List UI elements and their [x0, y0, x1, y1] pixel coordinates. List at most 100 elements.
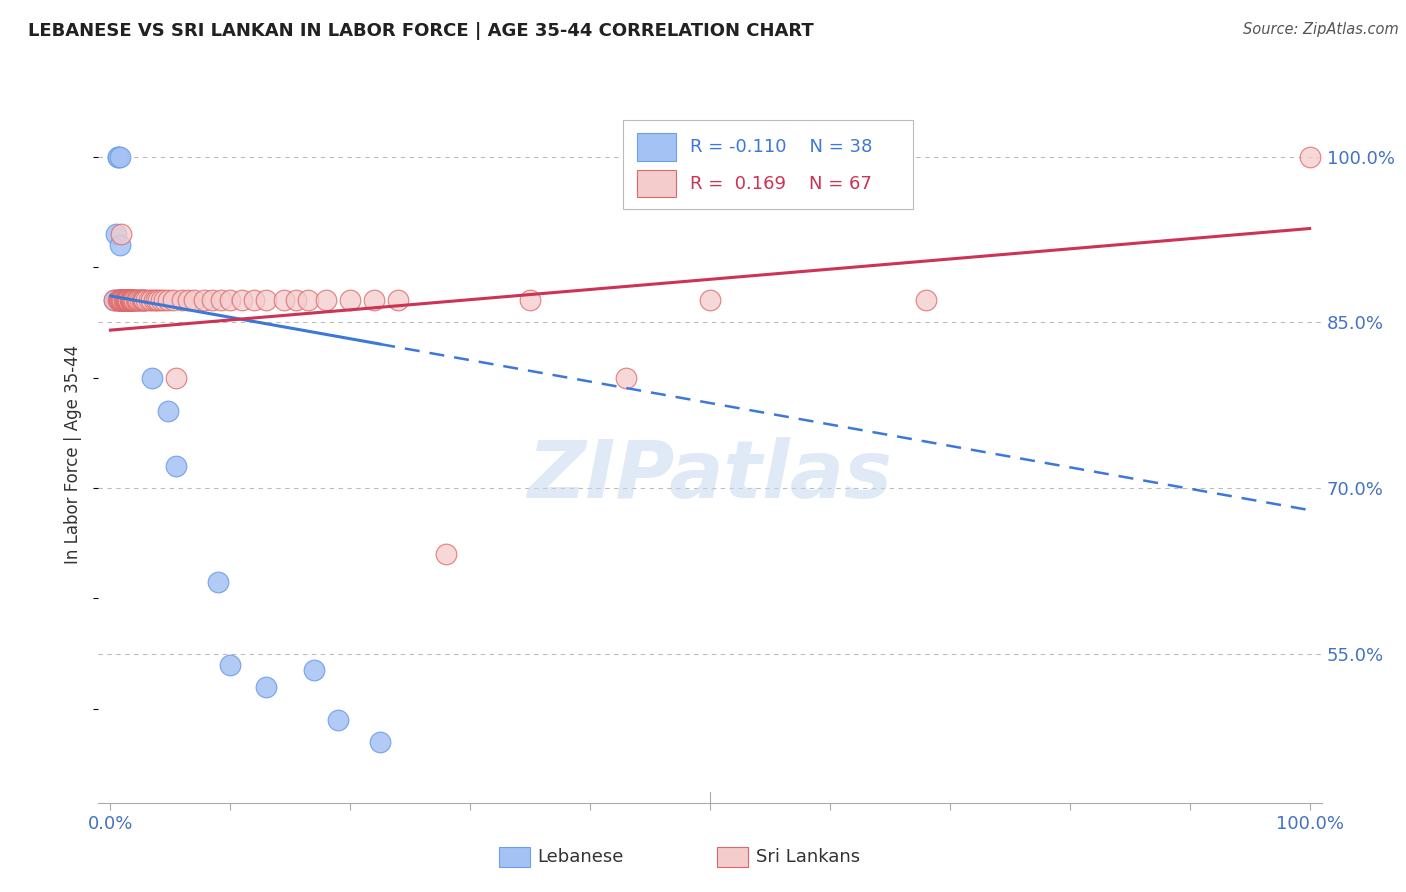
Point	[110, 293, 132, 308]
Point	[162, 293, 184, 308]
Point	[115, 293, 138, 308]
Point	[117, 293, 139, 308]
Point	[111, 293, 134, 308]
Point	[114, 293, 136, 308]
Point	[254, 293, 277, 308]
Text: Sri Lankans: Sri Lankans	[756, 848, 860, 866]
Point	[138, 293, 160, 308]
Point	[387, 293, 409, 308]
Point	[153, 293, 176, 308]
Point	[107, 150, 129, 164]
Point	[112, 293, 135, 308]
Point	[339, 293, 361, 308]
Point	[108, 238, 131, 252]
Point	[219, 293, 242, 308]
Point	[120, 293, 142, 308]
Point	[117, 293, 139, 308]
Point	[105, 293, 128, 308]
Point	[699, 293, 721, 308]
Point	[231, 293, 253, 308]
Point	[363, 293, 385, 308]
Point	[156, 403, 179, 417]
Point	[111, 293, 134, 308]
Point	[177, 293, 200, 308]
Point	[915, 293, 938, 308]
Point	[114, 293, 136, 308]
Point	[315, 293, 337, 308]
Point	[254, 680, 277, 694]
Point	[120, 293, 142, 308]
Point	[103, 293, 125, 308]
Point	[115, 293, 138, 308]
Point	[107, 293, 129, 308]
Text: R =  0.169    N = 67: R = 0.169 N = 67	[690, 175, 872, 193]
Text: ZIPatlas: ZIPatlas	[527, 437, 893, 515]
Point	[207, 574, 229, 589]
Point	[125, 293, 148, 308]
Point	[117, 293, 139, 308]
Point	[110, 227, 132, 241]
Point	[614, 370, 637, 384]
Point	[121, 293, 143, 308]
Point	[108, 293, 131, 308]
Point	[141, 293, 163, 308]
Point	[243, 293, 266, 308]
Point	[368, 735, 391, 749]
Point	[105, 227, 128, 241]
Point	[129, 293, 152, 308]
Point	[132, 293, 155, 308]
Point	[434, 547, 457, 561]
Point	[149, 293, 172, 308]
Point	[112, 293, 135, 308]
Point	[172, 293, 194, 308]
Point	[107, 150, 129, 164]
Point	[122, 293, 145, 308]
Point	[121, 293, 143, 308]
Point	[111, 293, 134, 308]
Point	[297, 293, 319, 308]
Point	[111, 293, 134, 308]
Point	[165, 458, 187, 473]
Point	[110, 293, 132, 308]
Text: Source: ZipAtlas.com: Source: ZipAtlas.com	[1243, 22, 1399, 37]
Point	[117, 293, 139, 308]
Point	[115, 293, 138, 308]
Point	[118, 293, 141, 308]
Point	[131, 293, 153, 308]
Y-axis label: In Labor Force | Age 35-44: In Labor Force | Age 35-44	[65, 345, 83, 565]
Point	[124, 293, 146, 308]
Point	[127, 293, 149, 308]
Point	[108, 293, 131, 308]
Point	[328, 713, 350, 727]
Point	[129, 293, 152, 308]
Text: LEBANESE VS SRI LANKAN IN LABOR FORCE | AGE 35-44 CORRELATION CHART: LEBANESE VS SRI LANKAN IN LABOR FORCE | …	[28, 22, 814, 40]
Point	[285, 293, 308, 308]
Point	[156, 293, 179, 308]
Point	[118, 293, 141, 308]
Point	[110, 293, 132, 308]
Point	[219, 657, 242, 672]
Point	[142, 293, 165, 308]
Point	[273, 293, 295, 308]
Point	[103, 293, 125, 308]
Point	[304, 663, 326, 677]
Point	[112, 293, 135, 308]
Point	[120, 293, 142, 308]
Point	[141, 370, 163, 384]
Point	[183, 293, 205, 308]
Point	[115, 293, 138, 308]
Point	[112, 293, 135, 308]
Point	[193, 293, 215, 308]
Point	[132, 293, 155, 308]
Point	[121, 293, 143, 308]
Point	[165, 370, 187, 384]
Point	[1298, 150, 1320, 164]
Point	[108, 293, 131, 308]
Point	[108, 150, 131, 164]
Point	[114, 293, 136, 308]
Point	[122, 293, 145, 308]
Point	[124, 293, 146, 308]
Point	[115, 293, 138, 308]
Point	[108, 293, 131, 308]
Point	[519, 293, 541, 308]
